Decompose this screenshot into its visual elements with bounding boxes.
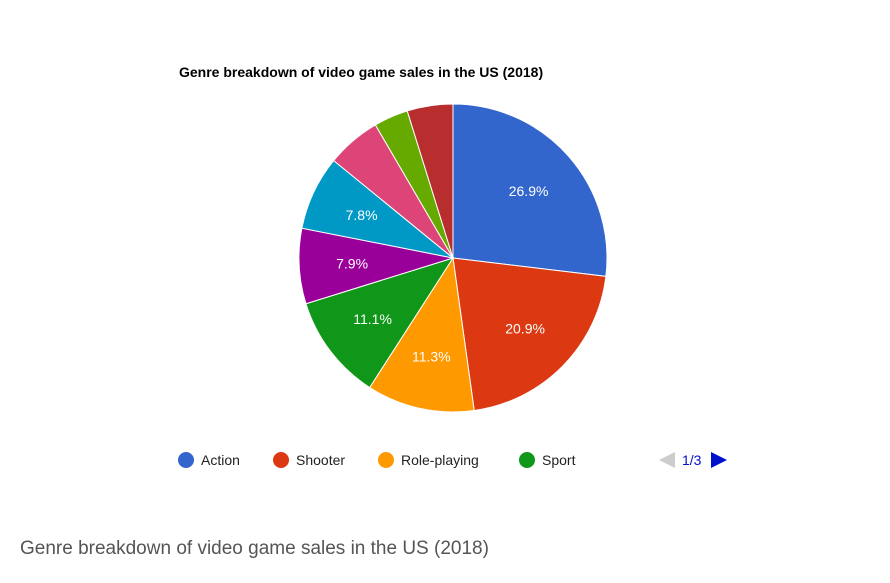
pie-chart: Genre breakdown of video game sales in t…: [178, 64, 727, 468]
chart-title: Genre breakdown of video game sales in t…: [179, 64, 543, 80]
legend: Action Shooter Role-playing Sport: [178, 452, 576, 468]
legend-prev-arrow-icon[interactable]: [659, 452, 675, 468]
legend-swatch: [378, 452, 394, 468]
legend-next-arrow-icon[interactable]: [711, 452, 727, 468]
slice-value-label: 11.1%: [353, 311, 392, 327]
slice-value-label: 11.3%: [412, 349, 451, 365]
slice-value-label: 7.9%: [336, 255, 368, 271]
legend-item-label[interactable]: Role-playing: [401, 452, 479, 468]
slice-value-label: 26.9%: [509, 183, 549, 199]
pie-slices: [298, 103, 608, 413]
legend-pager: 1/3: [659, 452, 727, 468]
legend-item-label[interactable]: Shooter: [296, 452, 345, 468]
slice-value-label: 7.8%: [346, 207, 378, 223]
pie-slice-slice-9[interactable]: [406, 103, 454, 259]
pie-slice-sport[interactable]: [305, 257, 455, 389]
legend-swatch: [178, 452, 194, 468]
pie-slice-shooter[interactable]: [452, 257, 607, 412]
slice-value-label: 20.9%: [505, 321, 545, 337]
figure-caption: Genre breakdown of video game sales in t…: [20, 538, 489, 559]
legend-item-label[interactable]: Action: [201, 452, 240, 468]
legend-item-label[interactable]: Sport: [542, 452, 576, 468]
legend-page-indicator: 1/3: [682, 452, 702, 468]
chart-canvas: Genre breakdown of video game sales in t…: [178, 64, 727, 468]
legend-swatch: [273, 452, 289, 468]
pie-slice-action[interactable]: [452, 103, 608, 277]
legend-swatch: [519, 452, 535, 468]
pie-slice-role-playing[interactable]: [368, 256, 475, 413]
slice-labels: 26.9% 20.9% 11.3% 11.1% 7.9% 7.8%: [336, 183, 548, 365]
